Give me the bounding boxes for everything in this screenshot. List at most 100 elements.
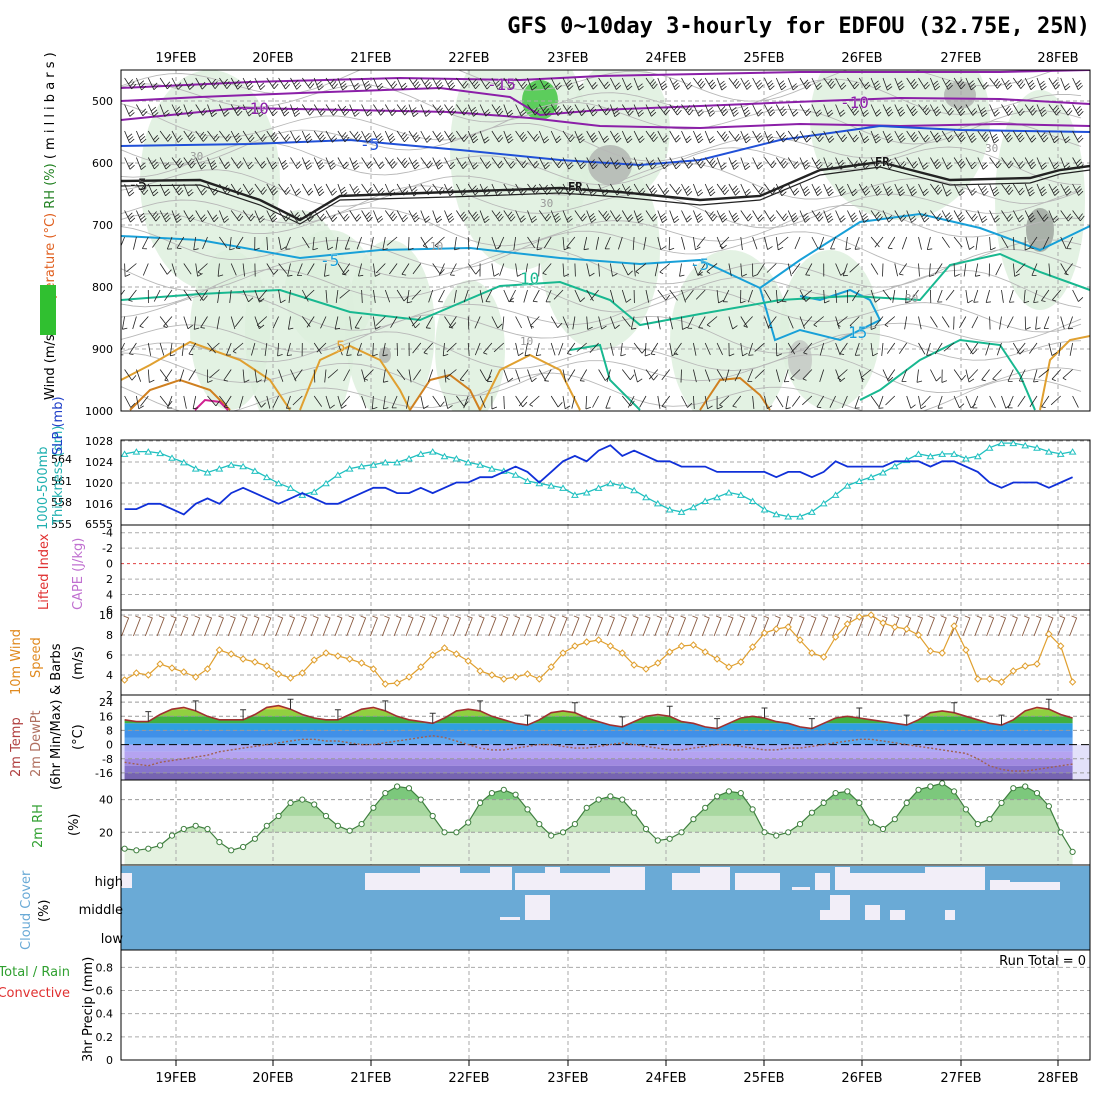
wind-barb [801,289,813,301]
wind-barb [894,157,907,169]
wind-barb [219,210,230,223]
date-label-top: 24FEB [645,51,686,66]
wind-barb [620,342,626,357]
wind-barb [752,157,763,170]
wind-barb [361,183,374,195]
wind-barb [124,263,131,277]
wind-barb [325,395,335,409]
contour-label: -10 [240,99,269,118]
wind-barb [304,289,315,300]
wind-speed-point [464,657,472,665]
wind-barb [740,236,743,250]
wind-barb [657,104,670,116]
rh-point [121,845,128,852]
temp-band [124,765,1073,773]
wind-barb [432,157,444,170]
wind-barb [971,316,979,329]
wind-barb [361,369,366,383]
wind-barb [1048,104,1061,116]
wind-barb [313,130,326,143]
wind-barb-10m [559,615,568,637]
rh-contour-label: 30 [540,197,553,210]
wind-barb [361,157,374,169]
wind-barb [171,210,182,223]
wind-barb [498,236,505,249]
wind-barb [1038,369,1050,378]
wind-barb [1033,369,1039,383]
clear-sky-block [850,873,925,890]
wind-barb [288,289,291,303]
wind-barb [791,263,801,275]
wind-barb [159,210,171,223]
wind-barb-10m [346,615,355,637]
wind-barb-10m [808,615,817,637]
wind-barb [965,210,978,222]
wind-barb [985,342,990,356]
wind-barb [906,77,919,90]
wind-barb [169,342,176,357]
wind-barb [661,369,671,381]
wind-barb [870,316,877,330]
wind-barb [965,369,975,383]
thickness-point [594,484,603,491]
wind-barb [992,369,1002,381]
wind-barb [870,157,882,170]
wind-barb [989,210,1000,223]
wind-barb [669,130,681,143]
wind-barb [1072,157,1084,170]
wind-barb [1012,130,1025,143]
wind-barb [290,157,302,169]
wind-barb [704,342,711,356]
wind-barb [444,395,453,409]
wind-speed-point [760,629,769,637]
wind-barb [645,369,658,381]
wind-barb [930,104,942,117]
wind-barb [558,342,564,356]
wind-barb [870,183,882,196]
wind-barb [491,396,498,410]
rh-shade-area [285,230,375,350]
wind-barb [349,130,362,142]
wind-barb [882,104,894,117]
wind-barb [444,77,456,90]
wind-barb [411,289,422,300]
wind-barb [586,104,598,117]
wind-barb [632,236,635,251]
wind-barb [223,369,232,382]
wind-barb [183,77,195,90]
wind-barb [532,289,540,303]
wind-barb [858,210,869,223]
wind-barb [313,369,316,383]
wind-barb [325,104,338,116]
wind-barb [163,316,173,328]
wind-barb [513,236,516,250]
wind-barb [1007,395,1014,409]
wind-barb [757,263,765,275]
upper-air-y-label: Wind (m/s) Temperature (°C) RH (%) ( m i… [43,52,58,400]
wind-barb [1006,316,1014,329]
wind-barb [790,369,801,381]
wind-barb [681,236,686,250]
wind-barb-10m [1033,615,1042,637]
wind-barb [349,157,360,170]
wind-barb [734,369,742,382]
contour-label: FR [568,180,583,194]
wind-barb [538,369,547,381]
wind-barb [223,395,232,409]
wind-barb [193,236,199,251]
wind-barb [408,236,414,251]
thickness-point [725,489,733,496]
wind-barb [926,342,932,356]
wind-barb [1050,395,1061,406]
wind-barb [229,289,232,303]
thickness-point [938,450,947,457]
wind-barb [1048,342,1058,356]
wind-barb [383,395,389,410]
wind-barb [550,77,562,90]
wind-barb [669,316,673,330]
wind-barb [943,342,955,352]
wind-barb [159,183,171,197]
wind-barb [1036,210,1049,222]
panel-frame [120,524,1091,611]
wind-barb-10m [796,615,805,637]
